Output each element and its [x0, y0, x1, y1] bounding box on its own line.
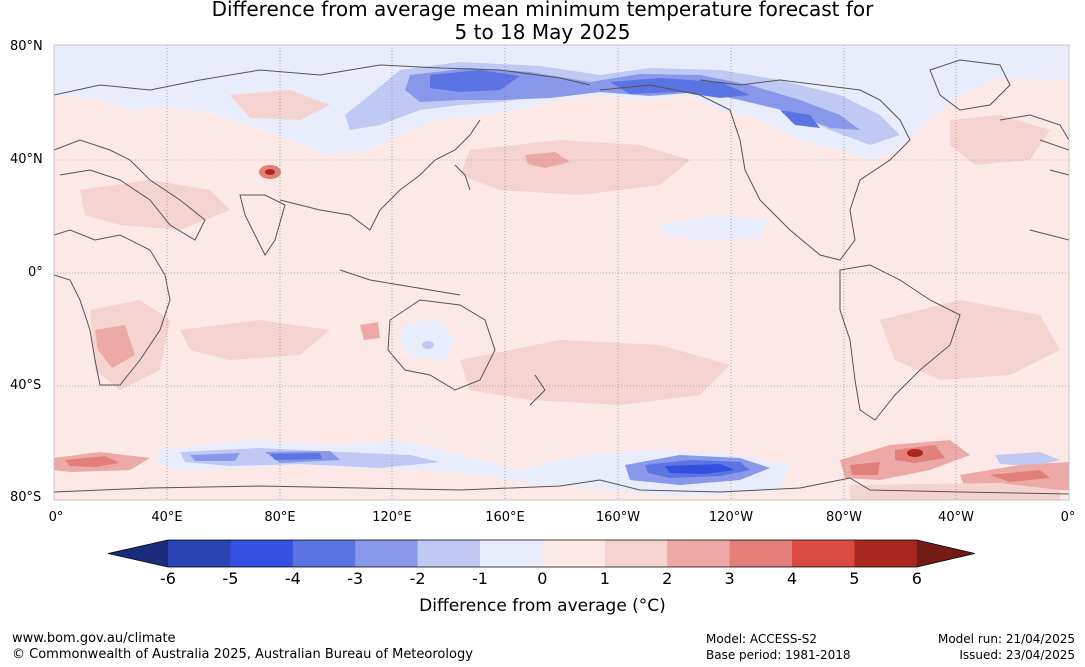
cool-spot-australia [422, 341, 434, 349]
map-title-line1: Difference from average mean minimum tem… [211, 0, 874, 21]
colorbar-swatch [604, 540, 668, 567]
footer-model-run: Model run: 21/04/2025 [937, 632, 1075, 646]
colorbar-extend-high [916, 540, 975, 567]
colorbar-swatch [355, 540, 419, 567]
colorbar-tick-label: -6 [160, 569, 176, 588]
colorbar-swatch [542, 540, 606, 567]
cool-patch-australia [400, 318, 455, 360]
lat-label-0: 0° [28, 265, 43, 280]
colorbar-tick-label: 5 [849, 569, 860, 588]
cool-patch-pacific [660, 215, 770, 240]
coastlines [54, 59, 1069, 495]
colorbar-swatch [168, 540, 231, 567]
footer-url: www.bom.gov.au/climate [12, 631, 176, 646]
colorbar-swatch [729, 540, 793, 567]
lat-label-80n: 80°N [10, 39, 43, 54]
lon-label-0: 0° [48, 510, 64, 525]
warm-spot-tibet-core [265, 169, 275, 175]
colorbar-swatch [417, 540, 481, 567]
warm-patch [460, 340, 730, 405]
colorbar-extend-low [108, 540, 168, 567]
footer-model: Model: ACCESS-S2 [706, 632, 818, 646]
colorbar-outline [107, 539, 975, 568]
southern-warm-band-2 [990, 470, 1050, 482]
southern-warm-band-2 [65, 456, 120, 467]
lat-label-80s: 80°S [10, 490, 42, 505]
colorbar-swatch [230, 540, 294, 567]
footer-base-period: Base period: 1981-2018 [706, 648, 851, 662]
colorbar-tick-label: 1 [599, 569, 610, 588]
warm-patch [880, 300, 1060, 380]
colorbar-swatch [292, 540, 356, 567]
lon-label-80e: 80°E [264, 510, 296, 525]
lat-label-40s: 40°S [10, 378, 42, 393]
lon-label-40w: 40°W [938, 510, 974, 525]
lon-label-120w: 120°W [708, 510, 754, 525]
colorbar-tick-label: 6 [911, 569, 922, 588]
lon-label-0-east: 0° [1060, 510, 1076, 525]
colorbar-tick-label: -3 [347, 569, 364, 588]
colorbar-swatch [792, 540, 855, 567]
colorbar-tick-label: 2 [662, 569, 673, 588]
southern-warm-core [907, 449, 923, 457]
southern-cool-band-4 [270, 453, 322, 460]
colorbar-swatch [854, 540, 918, 567]
graticule [54, 45, 1069, 500]
lon-label-160w: 160°W [595, 510, 641, 525]
lon-label-80w: 80°W [826, 510, 862, 525]
map-frame [53, 44, 1070, 501]
colorbar-tick-label: -5 [222, 569, 239, 588]
warm-spot [95, 325, 135, 368]
southern-cool-pacific-3 [665, 464, 735, 474]
lat-label-40n: 40°N [10, 152, 43, 167]
footer-issued: Issued: 23/04/2025 [959, 648, 1075, 662]
colorbar-tick-label: 0 [537, 569, 548, 588]
warm-spot [360, 322, 380, 340]
colorbar-tick-label: -4 [284, 569, 301, 588]
lon-label-120e: 120°E [372, 510, 412, 525]
warm-spot [525, 152, 570, 168]
colorbar-tick-label: -2 [409, 569, 426, 588]
footer-copyright: © Commonwealth of Australia 2025, Austra… [12, 647, 473, 662]
warm-patch [460, 140, 690, 195]
colorbar-tick-label: 4 [786, 569, 798, 588]
warm-patch [80, 180, 230, 230]
warm-patch [180, 320, 330, 360]
map-title-line2: 5 to 18 May 2025 [454, 20, 631, 44]
warm-patch [950, 115, 1050, 165]
colorbar-tick-label: 3 [724, 569, 735, 588]
colorbar-swatch [667, 540, 731, 567]
colorbar-swatch [480, 540, 543, 567]
southern-cool-atlantic [995, 452, 1060, 466]
arctic-cool-region-4 [430, 70, 820, 128]
arctic-cool-region-3 [405, 68, 860, 130]
colorbar-tick-label: -1 [472, 569, 488, 588]
colorbar-label: Difference from average (°C) [419, 596, 666, 616]
lon-label-40e: 40°E [151, 510, 183, 525]
temperature-anomaly-map [53, 44, 1070, 501]
lon-label-160e: 160°E [485, 510, 525, 525]
